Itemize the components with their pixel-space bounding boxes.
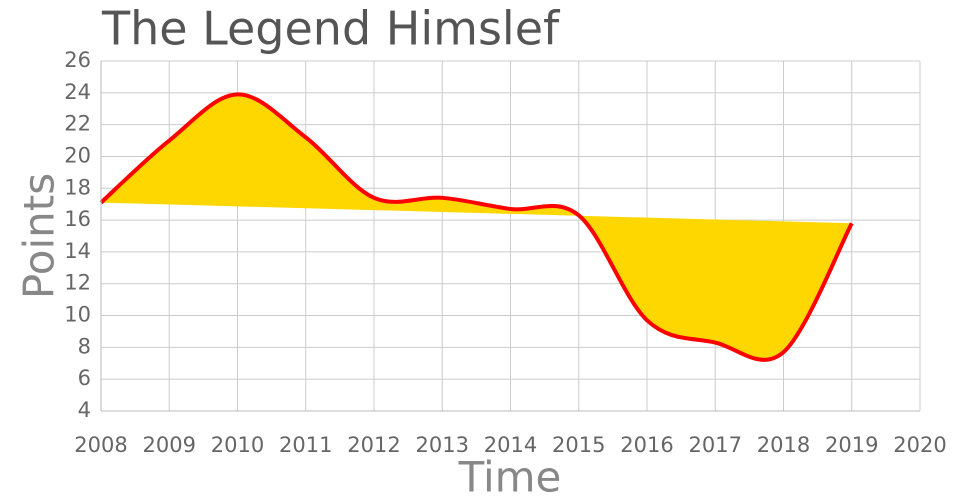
y-tick-label: 12 (64, 271, 91, 295)
y-tick-label: 16 (64, 207, 91, 231)
y-axis-title: Points (15, 173, 64, 299)
y-tick-label: 26 (64, 48, 91, 72)
x-tick-label: 2008 (74, 433, 127, 457)
line (99, 92, 854, 362)
y-tick-label: 4 (78, 398, 91, 422)
x-tick-label: 2010 (211, 433, 264, 457)
y-tick-label: 18 (64, 175, 91, 199)
x-tick-label: 2013 (416, 433, 469, 457)
y-tick-label: 24 (64, 80, 91, 104)
x-tick-label: 2012 (347, 433, 400, 457)
x-tick-label: 2017 (689, 433, 742, 457)
x-tick-label: 2018 (757, 433, 810, 457)
chart-title: The Legend Himslef (101, 2, 561, 56)
y-tick-label: 14 (64, 239, 91, 263)
y-tick-label: 10 (64, 303, 91, 327)
area (101, 94, 852, 360)
x-tick-label: 2020 (893, 433, 946, 457)
x-tick-label: 2014 (484, 433, 537, 457)
x-tick-label: 2019 (825, 433, 878, 457)
x-tick-label: 2011 (279, 433, 332, 457)
x-axis-title: Time (458, 453, 562, 500)
y-tick-label: 22 (64, 112, 91, 136)
y-tick-label: 20 (64, 143, 91, 167)
x-tick-label: 2016 (620, 433, 673, 457)
y-tick-label: 6 (78, 366, 91, 390)
y-tick-label: 8 (78, 334, 91, 358)
x-tick-label: 2015 (552, 433, 605, 457)
x-tick-label: 2009 (143, 433, 196, 457)
